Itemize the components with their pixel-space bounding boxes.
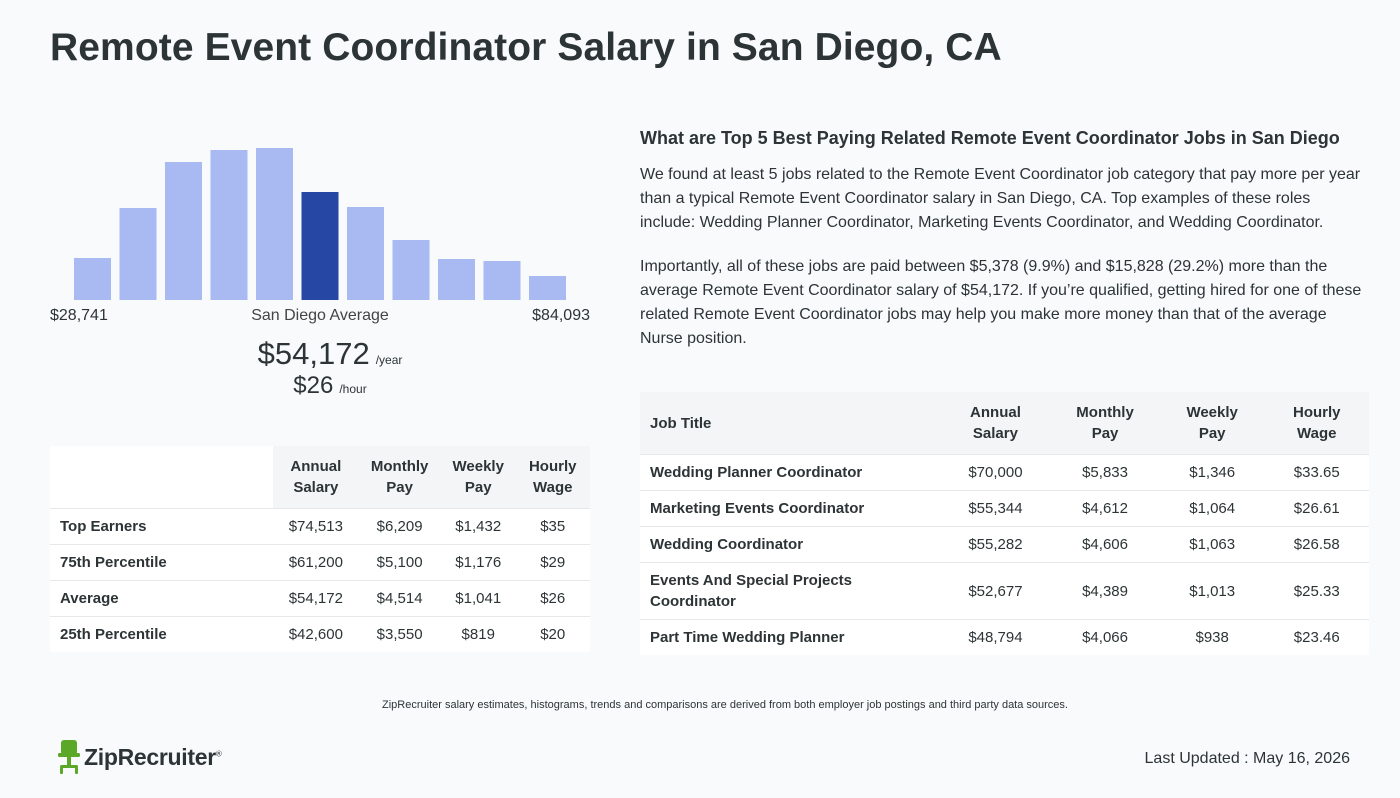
cell-hourly: $26.58: [1264, 526, 1369, 563]
cell-weekly: $1,063: [1159, 526, 1265, 563]
cell-monthly: $5,100: [358, 544, 441, 581]
chair-icon: [58, 740, 80, 774]
cell-hourly: $26.61: [1264, 490, 1369, 527]
histogram-bar: [210, 150, 248, 300]
row-label: Average: [50, 580, 274, 617]
cell-annual: $54,172: [273, 580, 359, 617]
disclaimer: ZipRecruiter salary estimates, histogram…: [382, 699, 1068, 711]
table-header-row: Annual Salary Monthly Pay Weekly Pay Hourly…: [50, 446, 590, 509]
table-row: 25th Percentile $42,600 $3,550 $819 $20: [50, 616, 590, 652]
table-row: Wedding Planner Coordinator $70,000 $5,8…: [640, 454, 1369, 491]
job-title-cell: Wedding Coordinator: [640, 526, 941, 563]
cell-annual: $55,282: [940, 526, 1051, 563]
header-monthly: Monthly Pay: [358, 446, 441, 509]
range-max-label: $84,093: [532, 307, 590, 324]
cell-weekly: $1,176: [441, 544, 516, 581]
histogram-bar: [119, 208, 157, 300]
cell-monthly: $5,833: [1050, 454, 1160, 491]
cell-weekly: $819: [441, 616, 516, 652]
cell-monthly: $4,389: [1050, 562, 1160, 620]
histogram-bar: [256, 148, 293, 300]
table-row: 75th Percentile $61,200 $5,100 $1,176 $2…: [50, 544, 590, 581]
cell-hourly: $20: [515, 616, 590, 652]
histogram-bar: [165, 162, 202, 300]
cell-weekly: $1,041: [441, 580, 516, 617]
average-annual-value: $54,172: [257, 336, 370, 371]
header-monthly: Monthly Pay: [1050, 392, 1160, 455]
cell-hourly: $35: [515, 508, 590, 545]
cell-hourly: $29: [515, 544, 590, 581]
table-row: Marketing Events Coordinator $55,344 $4,…: [640, 490, 1369, 527]
histogram-bar: [438, 259, 475, 300]
cell-annual: $61,200: [273, 544, 359, 581]
percentile-table: Annual Salary Monthly Pay Weekly Pay Hourly…: [50, 446, 590, 652]
row-label: 75th Percentile: [50, 544, 274, 581]
header-annual: Annual Salary: [940, 392, 1051, 455]
cell-monthly: $4,612: [1050, 490, 1160, 527]
histogram-bar: [347, 207, 384, 300]
cell-monthly: $3,550: [358, 616, 441, 652]
salary-histogram: [50, 120, 590, 302]
header-annual: Annual Salary: [273, 446, 359, 509]
cell-annual: $48,794: [940, 619, 1051, 655]
average-hourly-unit: /hour: [339, 382, 367, 396]
histogram-bar-average: [301, 192, 339, 300]
histogram-bar: [74, 258, 111, 300]
header-weekly: Weekly Pay: [441, 446, 516, 509]
header-hourly: Hourly Wage: [515, 446, 590, 509]
cell-weekly: $1,013: [1159, 562, 1265, 620]
cell-annual: $42,600: [273, 616, 359, 652]
cell-weekly: $1,064: [1159, 490, 1265, 527]
cell-hourly: $26: [515, 580, 590, 617]
cell-hourly: $33.65: [1264, 454, 1369, 491]
cell-monthly: $4,606: [1050, 526, 1160, 563]
cell-monthly: $4,514: [358, 580, 441, 617]
job-title-cell: Events And Special Projects Coordinator: [640, 562, 941, 620]
header-weekly: Weekly Pay: [1159, 392, 1265, 455]
cell-monthly: $4,066: [1050, 619, 1160, 655]
cell-hourly: $23.46: [1264, 619, 1369, 655]
page-title: Remote Event Coordinator Salary in San D…: [50, 26, 1002, 69]
histogram-bar: [483, 261, 521, 300]
average-hourly-value: $26: [293, 372, 334, 399]
logo-text: ZipRecruiter®: [84, 743, 222, 770]
table-row: Part Time Wedding Planner $48,794 $4,066…: [640, 619, 1369, 655]
header-blank: [50, 446, 274, 509]
header-hourly: Hourly Wage: [1264, 392, 1369, 455]
ziprecruiter-logo[interactable]: ZipRecruiter®: [58, 740, 222, 774]
cell-annual: $55,344: [940, 490, 1051, 527]
row-label: Top Earners: [50, 508, 274, 545]
histogram-svg: [74, 148, 566, 300]
cell-monthly: $6,209: [358, 508, 441, 545]
average-annual-unit: /year: [375, 353, 403, 367]
histogram-bar: [529, 276, 566, 300]
average-label: San Diego Average: [251, 307, 389, 324]
related-jobs-paragraph-2: Importantly, all of these jobs are paid …: [640, 258, 1362, 347]
table-row: Wedding Coordinator $55,282 $4,606 $1,06…: [640, 526, 1369, 563]
cell-hourly: $25.33: [1264, 562, 1369, 620]
range-min-label: $28,741: [50, 307, 108, 324]
histogram-bar: [392, 240, 430, 300]
cell-weekly: $938: [1159, 619, 1265, 655]
job-title-cell: Wedding Planner Coordinator: [640, 454, 941, 491]
job-title-cell: Marketing Events Coordinator: [640, 490, 941, 527]
last-updated: Last Updated : May 16, 2026: [1144, 750, 1350, 767]
related-jobs-heading: What are Top 5 Best Paying Related Remot…: [640, 128, 1340, 148]
table-row: Average $54,172 $4,514 $1,041 $26: [50, 580, 590, 617]
cell-annual: $70,000: [940, 454, 1051, 491]
cell-annual: $52,677: [940, 562, 1051, 620]
cell-weekly: $1,346: [1159, 454, 1265, 491]
header-job-title: Job Title: [640, 392, 941, 455]
job-title-cell: Part Time Wedding Planner: [640, 619, 941, 655]
average-annual: $54,172/year: [50, 336, 590, 372]
related-jobs-table: Job Title Annual Salary Monthly Pay Weekly…: [640, 392, 1369, 655]
cell-weekly: $1,432: [441, 508, 516, 545]
related-jobs-paragraph-1: We found at least 5 jobs related to the …: [640, 166, 1361, 231]
table-row: Events And Special Projects Coordinator $…: [640, 562, 1369, 620]
table-header-row: Job Title Annual Salary Monthly Pay Weekly…: [640, 392, 1369, 455]
table-row: Top Earners $74,513 $6,209 $1,432 $35: [50, 508, 590, 545]
average-hourly: $26/hour: [50, 372, 590, 400]
row-label: 25th Percentile: [50, 616, 274, 652]
cell-annual: $74,513: [273, 508, 359, 545]
